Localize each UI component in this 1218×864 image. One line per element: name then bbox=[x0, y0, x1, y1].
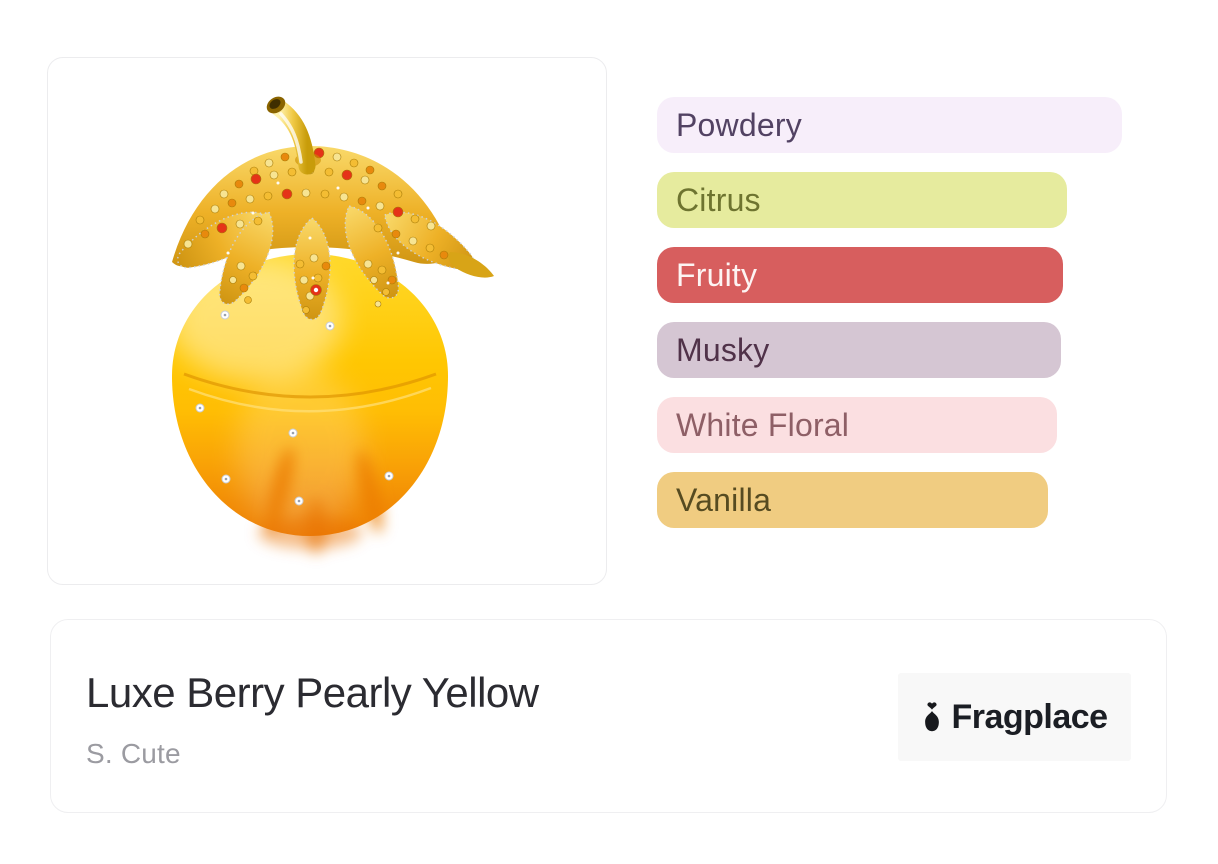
note-label: Vanilla bbox=[676, 481, 772, 518]
logo-text: Fragplace bbox=[951, 697, 1108, 736]
note-label: Fruity bbox=[676, 256, 758, 293]
note-badge-vanilla[interactable]: Vanilla bbox=[657, 472, 1048, 528]
note-badge-citrus[interactable]: Citrus bbox=[657, 172, 1067, 228]
note-badge-fruity[interactable]: Fruity bbox=[657, 247, 1063, 303]
perfume-bottle-icon bbox=[925, 702, 940, 732]
note-badge-white-floral[interactable]: White Floral bbox=[657, 397, 1057, 453]
fragrance-notes-list: Powdery Citrus Fruity Musky White Floral… bbox=[657, 97, 1122, 547]
product-image-card[interactable] bbox=[47, 57, 607, 585]
product-title: Luxe Berry Pearly Yellow bbox=[86, 669, 539, 716]
product-image-jeweled-berry bbox=[169, 96, 494, 554]
note-label: Citrus bbox=[676, 181, 761, 218]
note-badge-powdery[interactable]: Powdery bbox=[657, 97, 1122, 153]
product-info-card: Luxe Berry Pearly Yellow S. Cute Fragpla… bbox=[50, 619, 1167, 813]
note-badge-musky[interactable]: Musky bbox=[657, 322, 1061, 378]
note-label: Musky bbox=[676, 331, 770, 368]
fragplace-logo[interactable]: Fragplace bbox=[898, 673, 1131, 761]
product-brand: S. Cute bbox=[86, 738, 181, 769]
note-label: White Floral bbox=[676, 406, 850, 443]
note-label: Powdery bbox=[676, 106, 802, 143]
